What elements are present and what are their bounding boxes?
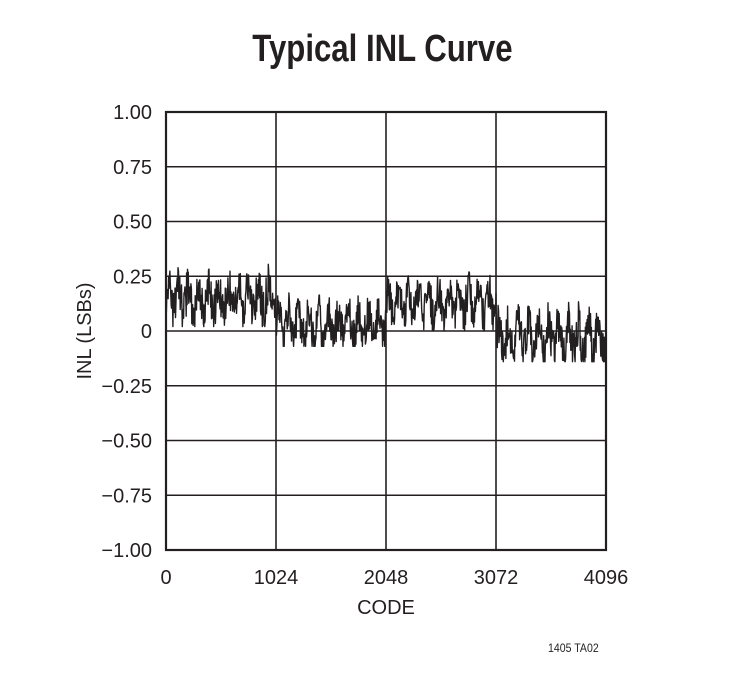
y-tick-label: 0.50 bbox=[113, 212, 152, 234]
x-tick-labels: 0 1024 2048 3072 4096 bbox=[160, 567, 628, 589]
figure-id: 1405 TA02 bbox=[548, 641, 599, 655]
y-tick-label: 0.25 bbox=[113, 266, 152, 288]
x-tick-label: 1024 bbox=[254, 567, 299, 589]
plot-frame bbox=[164, 110, 608, 552]
chart-title: Typical INL Curve bbox=[252, 28, 513, 70]
y-tick-label: −0.75 bbox=[101, 485, 152, 507]
y-tick-label: −1.00 bbox=[101, 540, 152, 562]
y-tick-label: 0.75 bbox=[113, 157, 152, 179]
x-tick-label: 3072 bbox=[474, 567, 519, 589]
inl-trace bbox=[165, 263, 607, 363]
x-tick-label: 2048 bbox=[364, 567, 409, 589]
y-tick-label: 1.00 bbox=[113, 102, 152, 124]
y-tick-label: −0.50 bbox=[101, 431, 152, 453]
x-tick-label: 4096 bbox=[584, 567, 629, 589]
y-tick-label: 0 bbox=[141, 321, 152, 343]
y-tick-label: −0.25 bbox=[101, 376, 152, 398]
x-tick-label: 0 bbox=[160, 567, 171, 589]
y-tick-labels: 1.00 0.75 0.50 0.25 0 −0.25 −0.50 −0.75 −1.00 bbox=[101, 102, 152, 562]
y-axis-label: INL (LSBs) bbox=[74, 282, 96, 379]
x-axis-label: CODE bbox=[357, 597, 415, 619]
